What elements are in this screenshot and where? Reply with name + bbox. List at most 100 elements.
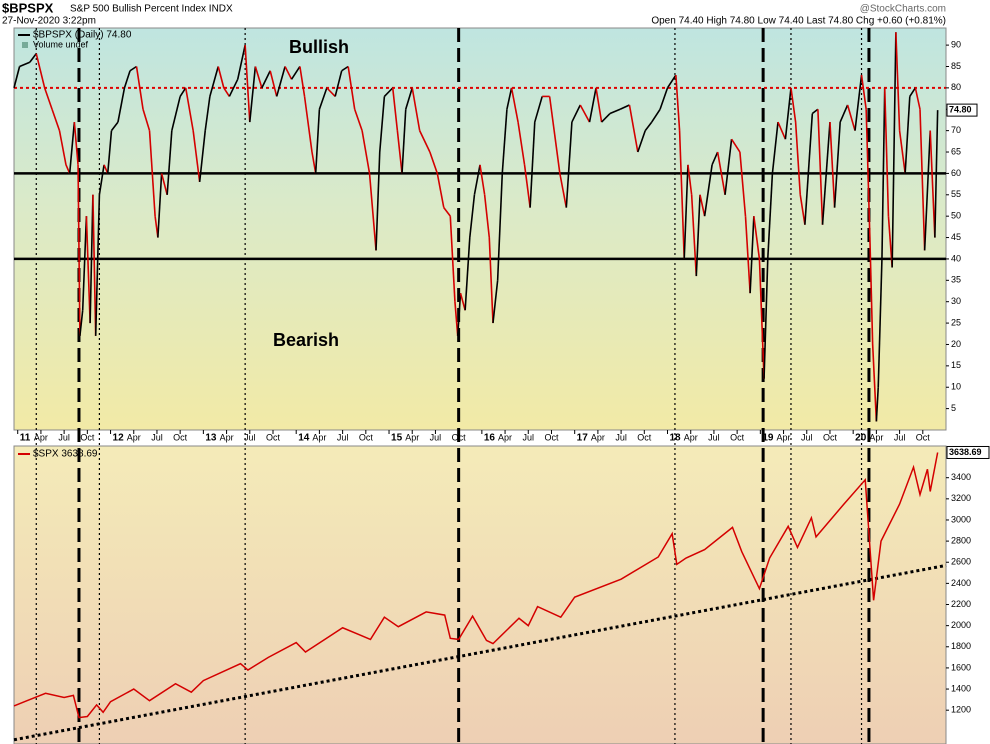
line-segment: [148, 130, 156, 217]
line-segment: [269, 70, 278, 97]
line-segment: [375, 151, 381, 251]
line-segment: [678, 130, 686, 259]
x-tick-label: 16: [484, 433, 496, 444]
legend-entry: $BPSPX (Daily) 74.80: [33, 30, 132, 41]
line-segment: [595, 87, 603, 123]
line-segment: [683, 164, 689, 259]
line-segment: [846, 104, 856, 131]
line-segment: [89, 194, 94, 324]
y-tick-label: 85: [951, 61, 961, 71]
date: 27-Nov-2020 3:22pm: [2, 16, 96, 27]
line-segment: [347, 66, 356, 110]
x-tick-label: Apr: [220, 432, 234, 442]
line-segment: [160, 173, 168, 195]
line-segment: [179, 87, 187, 97]
x-tick-label: Jul: [708, 432, 720, 442]
line-segment: [228, 78, 239, 97]
y-tick-label: 3400: [951, 472, 971, 482]
line-segment: [383, 87, 394, 97]
line-segment: [29, 53, 37, 63]
line-segment: [811, 108, 819, 115]
line-segment: [13, 66, 21, 89]
x-tick-label: Oct: [823, 432, 838, 442]
x-tick-label: 12: [113, 433, 125, 444]
line-segment: [534, 96, 543, 123]
line-segment: [699, 194, 706, 217]
x-tick-label: Apr: [34, 432, 48, 442]
line-segment: [411, 87, 421, 131]
line-segment: [303, 96, 313, 153]
line-segment: [58, 130, 67, 166]
line-segment: [690, 194, 698, 277]
y-tick-label: 50: [951, 211, 961, 221]
line-segment: [749, 216, 755, 294]
price-line: [13, 452, 939, 719]
line-segment: [637, 130, 646, 153]
line-segment: [898, 130, 906, 174]
y-tick-label: 3000: [951, 514, 971, 524]
line-segment: [353, 108, 363, 131]
x-tick-label: Apr: [684, 432, 698, 442]
line-segment: [501, 109, 508, 174]
x-tick-label: Apr: [312, 432, 326, 442]
line-segment: [334, 70, 343, 97]
y-tick-label: 2800: [951, 535, 971, 545]
line-segment: [454, 301, 459, 336]
line-segment: [860, 74, 867, 110]
line-segment: [821, 122, 831, 225]
x-tick-label: Oct: [916, 432, 931, 442]
line-segment: [341, 65, 349, 72]
line-segment: [675, 74, 681, 131]
x-tick-label: Jul: [801, 432, 813, 442]
y-tick-label: 30: [951, 296, 961, 306]
y-tick-label: 3200: [951, 493, 971, 503]
line-segment: [198, 130, 207, 183]
line-segment: [318, 87, 328, 110]
line-segment: [891, 32, 897, 268]
x-tick-label: Oct: [730, 432, 745, 442]
line-segment: [449, 216, 456, 302]
line-segment: [548, 96, 561, 174]
line-segment: [284, 66, 293, 80]
line-segment: [19, 61, 31, 68]
line-segment: [299, 66, 306, 97]
line-segment: [314, 109, 321, 174]
y-tick-label: 2000: [951, 620, 971, 630]
line-segment: [209, 66, 219, 97]
last-value-label: 3638.69: [949, 447, 982, 457]
line-segment: [506, 87, 513, 110]
line-segment: [81, 216, 88, 311]
line-segment: [763, 258, 769, 379]
line-segment: [904, 96, 911, 174]
x-tick-label: Oct: [637, 432, 652, 442]
x-tick-label: Apr: [405, 432, 419, 442]
y-tick-label: 1800: [951, 641, 971, 651]
line-segment: [464, 237, 471, 311]
line-segment: [869, 237, 874, 345]
line-segment: [248, 66, 257, 123]
x-tick-label: Jul: [58, 432, 70, 442]
line-segment: [799, 194, 806, 225]
y-tick-label: 2600: [951, 557, 971, 567]
x-tick-label: Oct: [173, 432, 188, 442]
line-segment: [261, 70, 271, 89]
line-segment: [479, 164, 486, 195]
line-segment: [391, 87, 399, 131]
line-segment: [79, 310, 84, 337]
y-tick-label: 1400: [951, 683, 971, 693]
line-segment: [854, 74, 863, 131]
line-segment: [171, 96, 181, 131]
legend-entry: $SPX 3638.69: [33, 449, 98, 460]
line-segment: [833, 122, 841, 208]
x-tick-label: Jul: [151, 432, 163, 442]
line-segment: [43, 87, 53, 110]
y-tick-label: 70: [951, 125, 961, 135]
line-segment: [909, 87, 917, 97]
x-tick-label: Apr: [591, 432, 605, 442]
line-segment: [68, 122, 76, 174]
line-segment: [290, 66, 301, 80]
last-value-box: [946, 445, 990, 459]
line-segment: [784, 87, 792, 140]
line-segment: [135, 66, 144, 110]
line-segment: [142, 109, 151, 131]
